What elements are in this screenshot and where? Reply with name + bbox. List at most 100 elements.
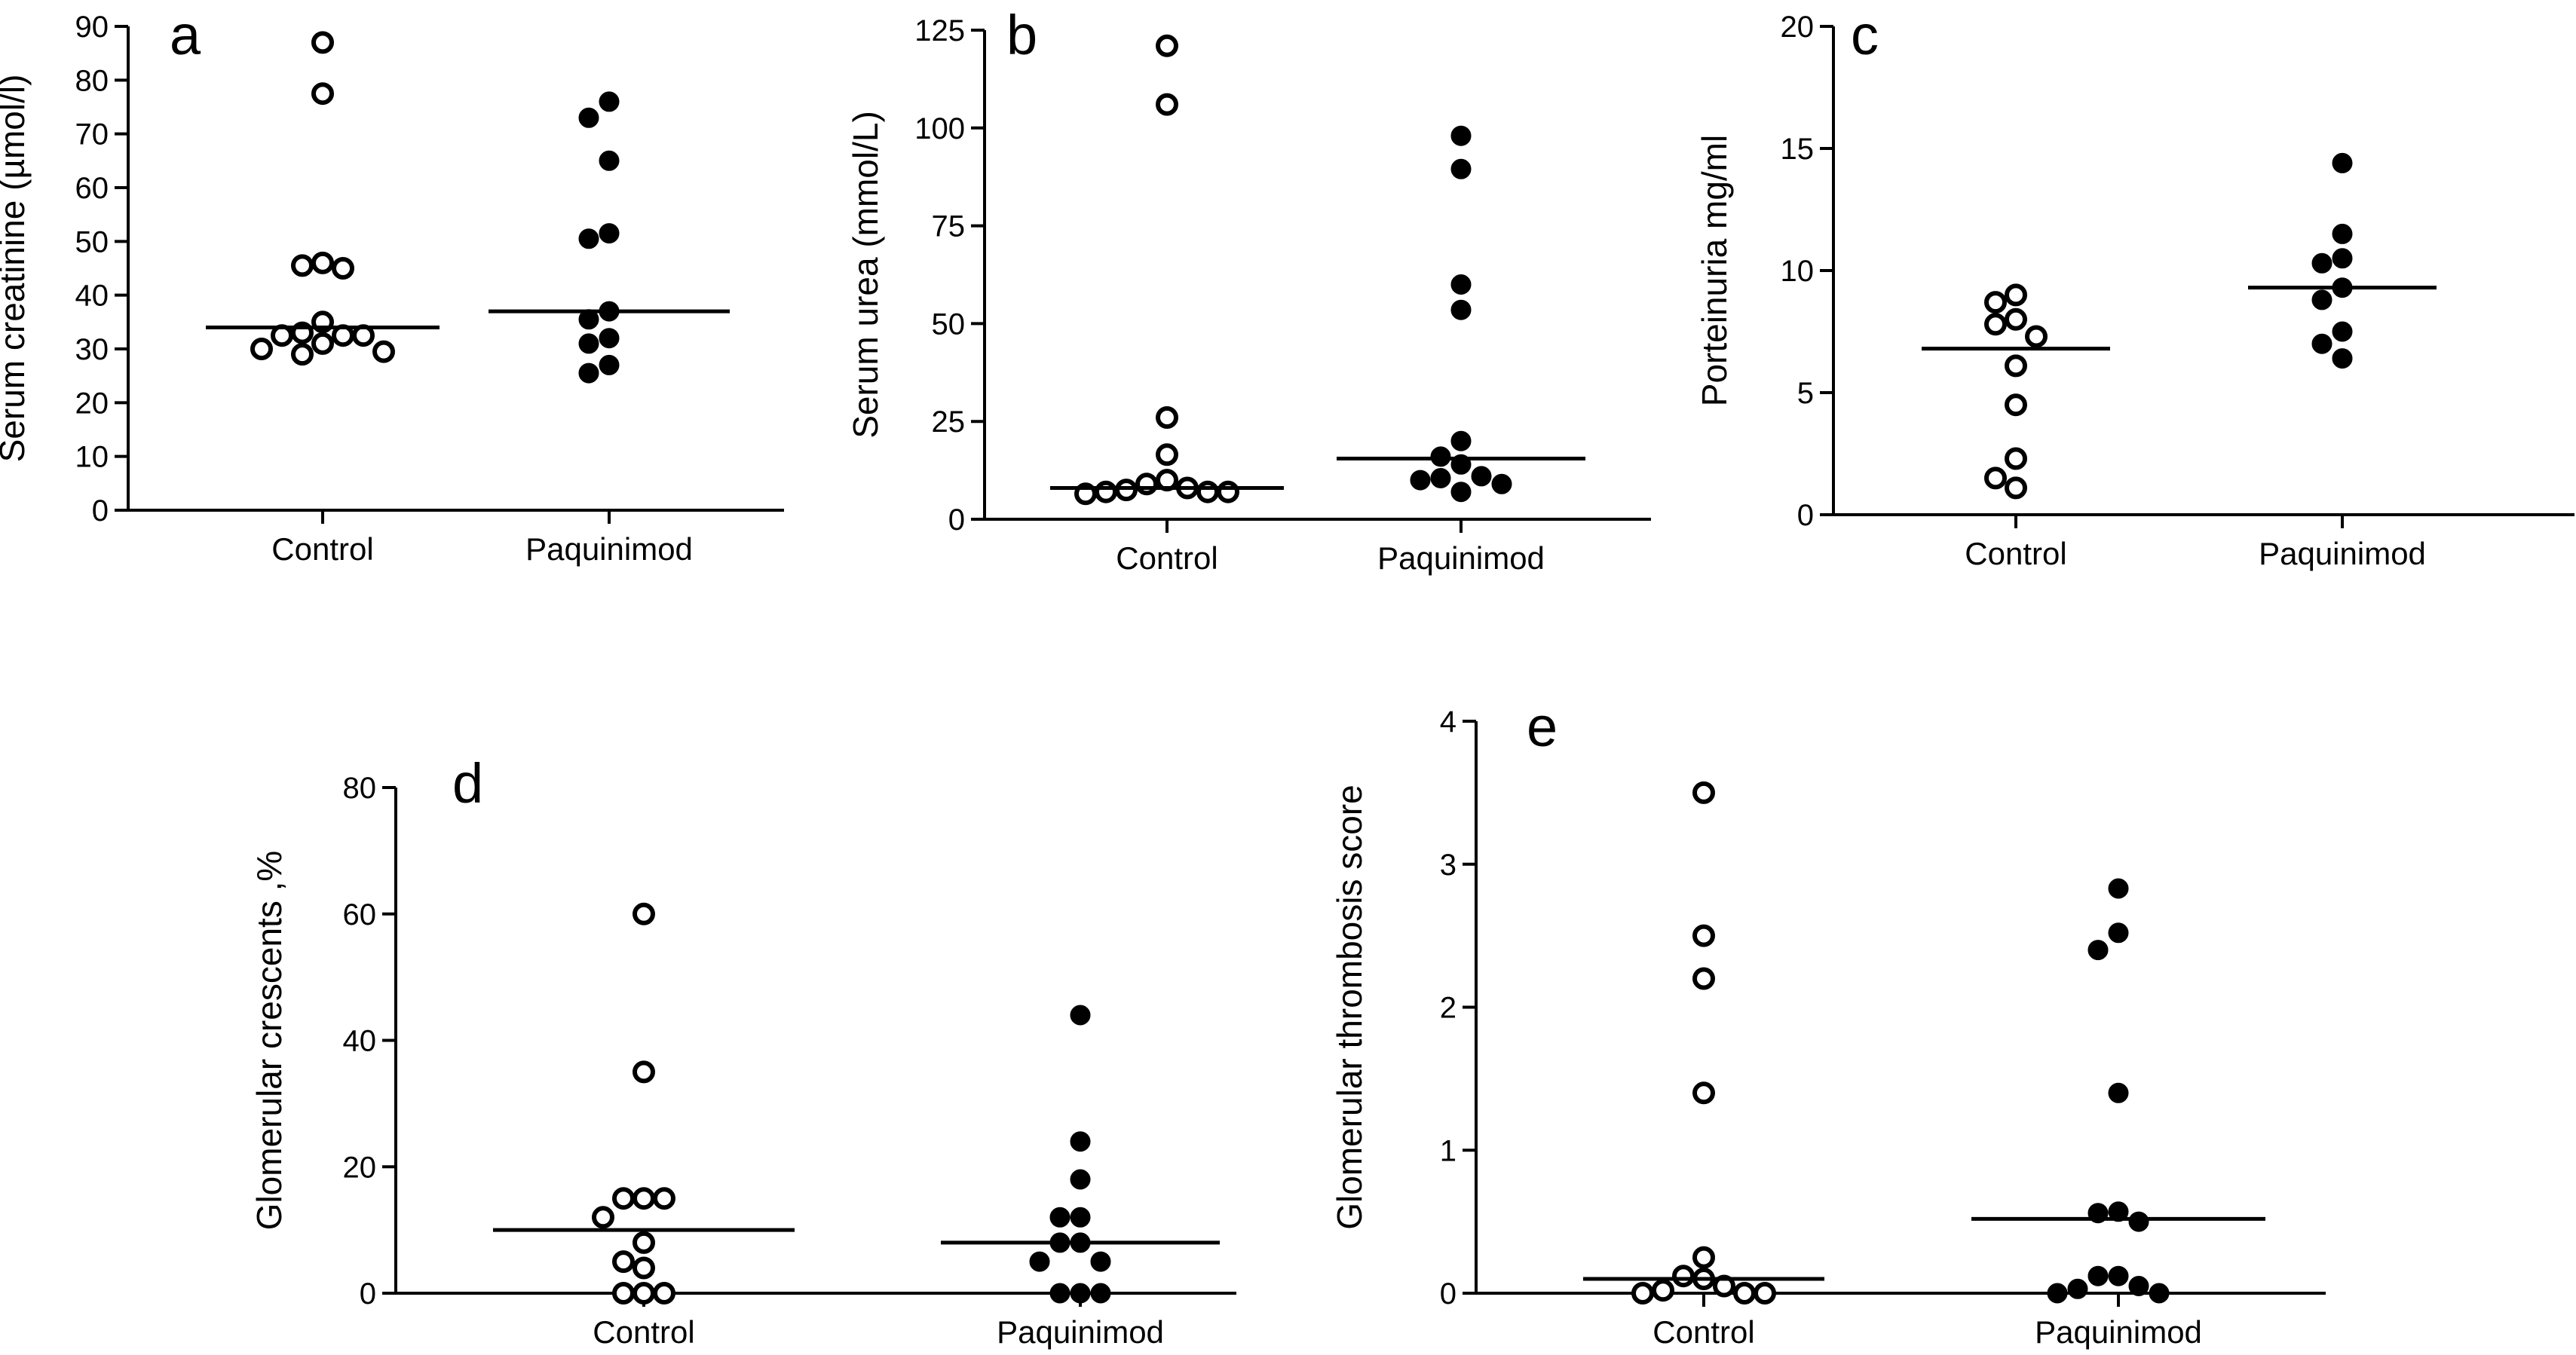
data-point-control [291,254,314,277]
data-point-control [311,31,334,54]
data-point-paquinimod [2108,1082,2129,1103]
data-point-control [1652,1279,1674,1302]
y-tick-label: 20 [343,1151,377,1184]
y-axis-title: Glomerular thrombosis score [1330,785,1369,1230]
data-point-paquinimod [578,333,599,354]
data-point-paquinimod [2332,223,2353,244]
y-tick-label: 60 [343,898,377,931]
data-point-control [291,343,314,366]
data-point-paquinimod [1450,158,1472,179]
panel-letter: e [1527,696,1558,758]
data-point-control [1692,1246,1715,1269]
data-point-control [633,1282,655,1305]
data-point-control [1713,1274,1735,1298]
y-tick-label: 5 [1797,377,1814,410]
data-point-paquinimod [1410,470,1431,491]
y-tick-label: 40 [75,280,109,313]
y-tick-label: 70 [75,118,109,151]
data-point-paquinimod [2311,333,2332,354]
data-point-paquinimod [1450,125,1472,146]
data-point-control [1672,1265,1695,1288]
y-tick-label: 0 [948,503,965,537]
data-point-paquinimod [1070,1131,1091,1152]
data-point-control [1156,406,1178,429]
panel-letter: b [1006,4,1037,66]
data-point-control [2005,283,2027,307]
data-point-paquinimod [2149,1283,2170,1304]
data-point-control [1156,443,1178,466]
data-point-paquinimod [1090,1251,1111,1272]
data-point-control [2005,447,2027,470]
panel-letter: d [452,752,483,815]
data-point-control [1692,967,1715,990]
data-point-control [372,340,395,363]
data-point-control [1984,313,2007,336]
y-tick-label: 50 [75,225,109,258]
data-point-paquinimod [1450,430,1472,451]
data-point-paquinimod [2087,1265,2109,1286]
x-category-label-paquinimod: Paquinimod [997,1314,1164,1350]
data-point-control [311,332,334,355]
y-tick-label: 10 [1781,255,1815,288]
data-point-paquinimod [599,91,620,112]
data-point-control [612,1282,635,1305]
data-point-paquinimod [1070,1169,1091,1190]
y-axis-title: Serum urea (mmol/L) [846,111,885,439]
y-tick-label: 30 [75,333,109,366]
panel-a: 0 10 20 30 40 50 60 70 80 90 Control Paquinimod Seru… [0,4,784,567]
data-point-paquinimod [1049,1207,1071,1228]
data-point-paquinimod [1090,1283,1111,1304]
data-point-control [1095,480,1117,503]
y-tick-label: 20 [75,387,109,420]
data-point-paquinimod [2047,1283,2068,1304]
data-point-control [1733,1282,1756,1305]
data-point-paquinimod [2332,152,2353,173]
data-point-paquinimod [578,362,599,384]
data-point-control [1984,291,2007,314]
data-point-paquinimod [2332,321,2353,342]
y-tick-label: 10 [75,441,109,474]
x-category-label-control: Control [1965,536,2066,571]
data-point-control [1754,1282,1776,1305]
y-tick-label: 0 [92,494,109,528]
y-tick-label: 100 [914,112,965,145]
data-point-paquinimod [1029,1251,1050,1272]
data-point-paquinimod [2311,252,2332,274]
panel-c: 0 5 10 15 20 Control Paquinimod Porteinuria mg/… [1695,4,2574,571]
data-point-control [2005,307,2027,331]
data-point-control [1692,1081,1715,1105]
data-point-control [1631,1282,1654,1305]
panel-e: 0 1 2 3 4 Control Paquinimod Glomerular thrombo… [1330,696,2326,1350]
data-point-paquinimod [2128,1276,2149,1296]
y-tick-label: 80 [75,64,109,97]
y-tick-label: 125 [914,14,965,47]
data-point-control [1196,480,1219,503]
data-point-control [332,257,354,280]
data-point-paquinimod [599,150,620,171]
data-point-paquinimod [1491,473,1512,494]
y-tick-label: 3 [1440,849,1456,882]
data-point-control [2005,354,2027,378]
y-tick-label: 75 [932,210,966,243]
data-point-control [250,338,273,360]
y-tick-label: 90 [75,11,109,44]
data-point-paquinimod [2067,1278,2088,1299]
data-point-control [311,82,334,106]
data-point-paquinimod [1450,299,1472,320]
data-point-paquinimod [2332,248,2353,269]
data-point-control [2025,325,2048,348]
data-point-control [2005,476,2027,500]
y-tick-label: 60 [75,172,109,205]
panel-letter: a [170,4,201,66]
y-tick-label: 0 [360,1277,376,1311]
x-category-label-control: Control [1652,1314,1754,1350]
data-point-paquinimod [2108,922,2129,944]
data-point-paquinimod [1070,1283,1091,1304]
data-point-control [633,1187,655,1210]
data-point-control [1115,479,1138,502]
data-point-control [1692,781,1715,804]
data-point-paquinimod [2311,289,2332,310]
data-point-paquinimod [578,107,599,128]
y-axis-title: Glomerular crescents ,% [250,851,289,1231]
